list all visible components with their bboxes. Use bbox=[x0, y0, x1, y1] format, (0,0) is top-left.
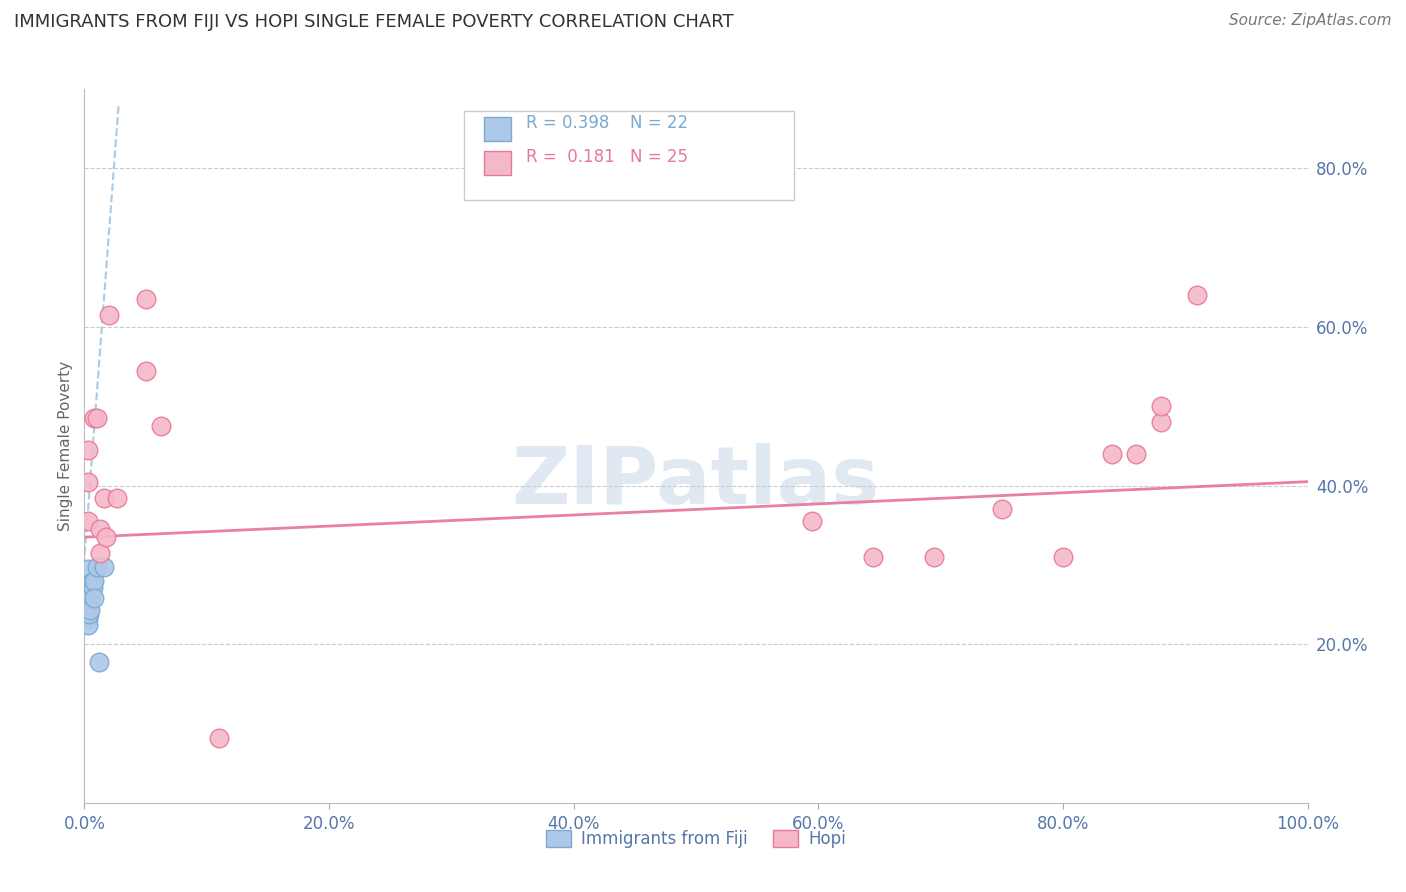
Legend: Immigrants from Fiji, Hopi: Immigrants from Fiji, Hopi bbox=[540, 823, 852, 855]
Point bbox=[83, 411, 105, 425]
Point bbox=[89, 546, 111, 560]
Point bbox=[82, 581, 104, 595]
Point bbox=[1150, 400, 1173, 414]
Point bbox=[1125, 447, 1147, 461]
Point bbox=[77, 612, 100, 626]
Text: IMMIGRANTS FROM FIJI VS HOPI SINGLE FEMALE POVERTY CORRELATION CHART: IMMIGRANTS FROM FIJI VS HOPI SINGLE FEMA… bbox=[14, 13, 734, 31]
Text: ZIPatlas: ZIPatlas bbox=[512, 442, 880, 521]
Y-axis label: Single Female Poverty: Single Female Poverty bbox=[58, 361, 73, 531]
Point bbox=[77, 562, 100, 576]
Point bbox=[80, 575, 103, 590]
Point bbox=[77, 598, 100, 612]
Point bbox=[208, 731, 231, 745]
FancyBboxPatch shape bbox=[484, 118, 512, 141]
Text: Source: ZipAtlas.com: Source: ZipAtlas.com bbox=[1229, 13, 1392, 29]
Point bbox=[86, 559, 108, 574]
Point bbox=[77, 578, 100, 592]
Text: R = 0.398: R = 0.398 bbox=[526, 114, 609, 132]
Point bbox=[862, 549, 884, 564]
Point bbox=[77, 582, 100, 596]
Point bbox=[83, 591, 105, 606]
Point bbox=[87, 655, 110, 669]
Text: R =  0.181: R = 0.181 bbox=[526, 148, 614, 166]
Point bbox=[801, 514, 824, 528]
Point bbox=[83, 574, 105, 588]
Point bbox=[924, 549, 946, 564]
Point bbox=[77, 475, 100, 489]
Point bbox=[150, 419, 173, 434]
Point bbox=[79, 583, 101, 598]
Point bbox=[79, 603, 101, 617]
Point bbox=[135, 364, 157, 378]
Point bbox=[77, 585, 100, 599]
Point bbox=[135, 293, 157, 307]
Point bbox=[1101, 447, 1123, 461]
Point bbox=[77, 606, 100, 620]
Point bbox=[96, 530, 118, 544]
Text: N = 22: N = 22 bbox=[630, 114, 688, 132]
Point bbox=[77, 514, 100, 528]
Point bbox=[1150, 415, 1173, 429]
Point bbox=[89, 522, 111, 536]
Point bbox=[1052, 549, 1074, 564]
Point bbox=[77, 593, 100, 607]
Point bbox=[77, 442, 100, 457]
Point bbox=[79, 591, 101, 606]
Point bbox=[1187, 288, 1209, 302]
Point bbox=[86, 411, 108, 425]
Point bbox=[77, 607, 100, 621]
FancyBboxPatch shape bbox=[464, 111, 794, 200]
FancyBboxPatch shape bbox=[484, 151, 512, 175]
Point bbox=[93, 491, 115, 505]
Point bbox=[77, 599, 100, 614]
Point bbox=[93, 559, 115, 574]
Point bbox=[991, 502, 1014, 516]
Point bbox=[77, 590, 100, 604]
Text: N = 25: N = 25 bbox=[630, 148, 688, 166]
Point bbox=[105, 491, 128, 505]
Point bbox=[77, 618, 100, 632]
Point bbox=[97, 308, 120, 322]
